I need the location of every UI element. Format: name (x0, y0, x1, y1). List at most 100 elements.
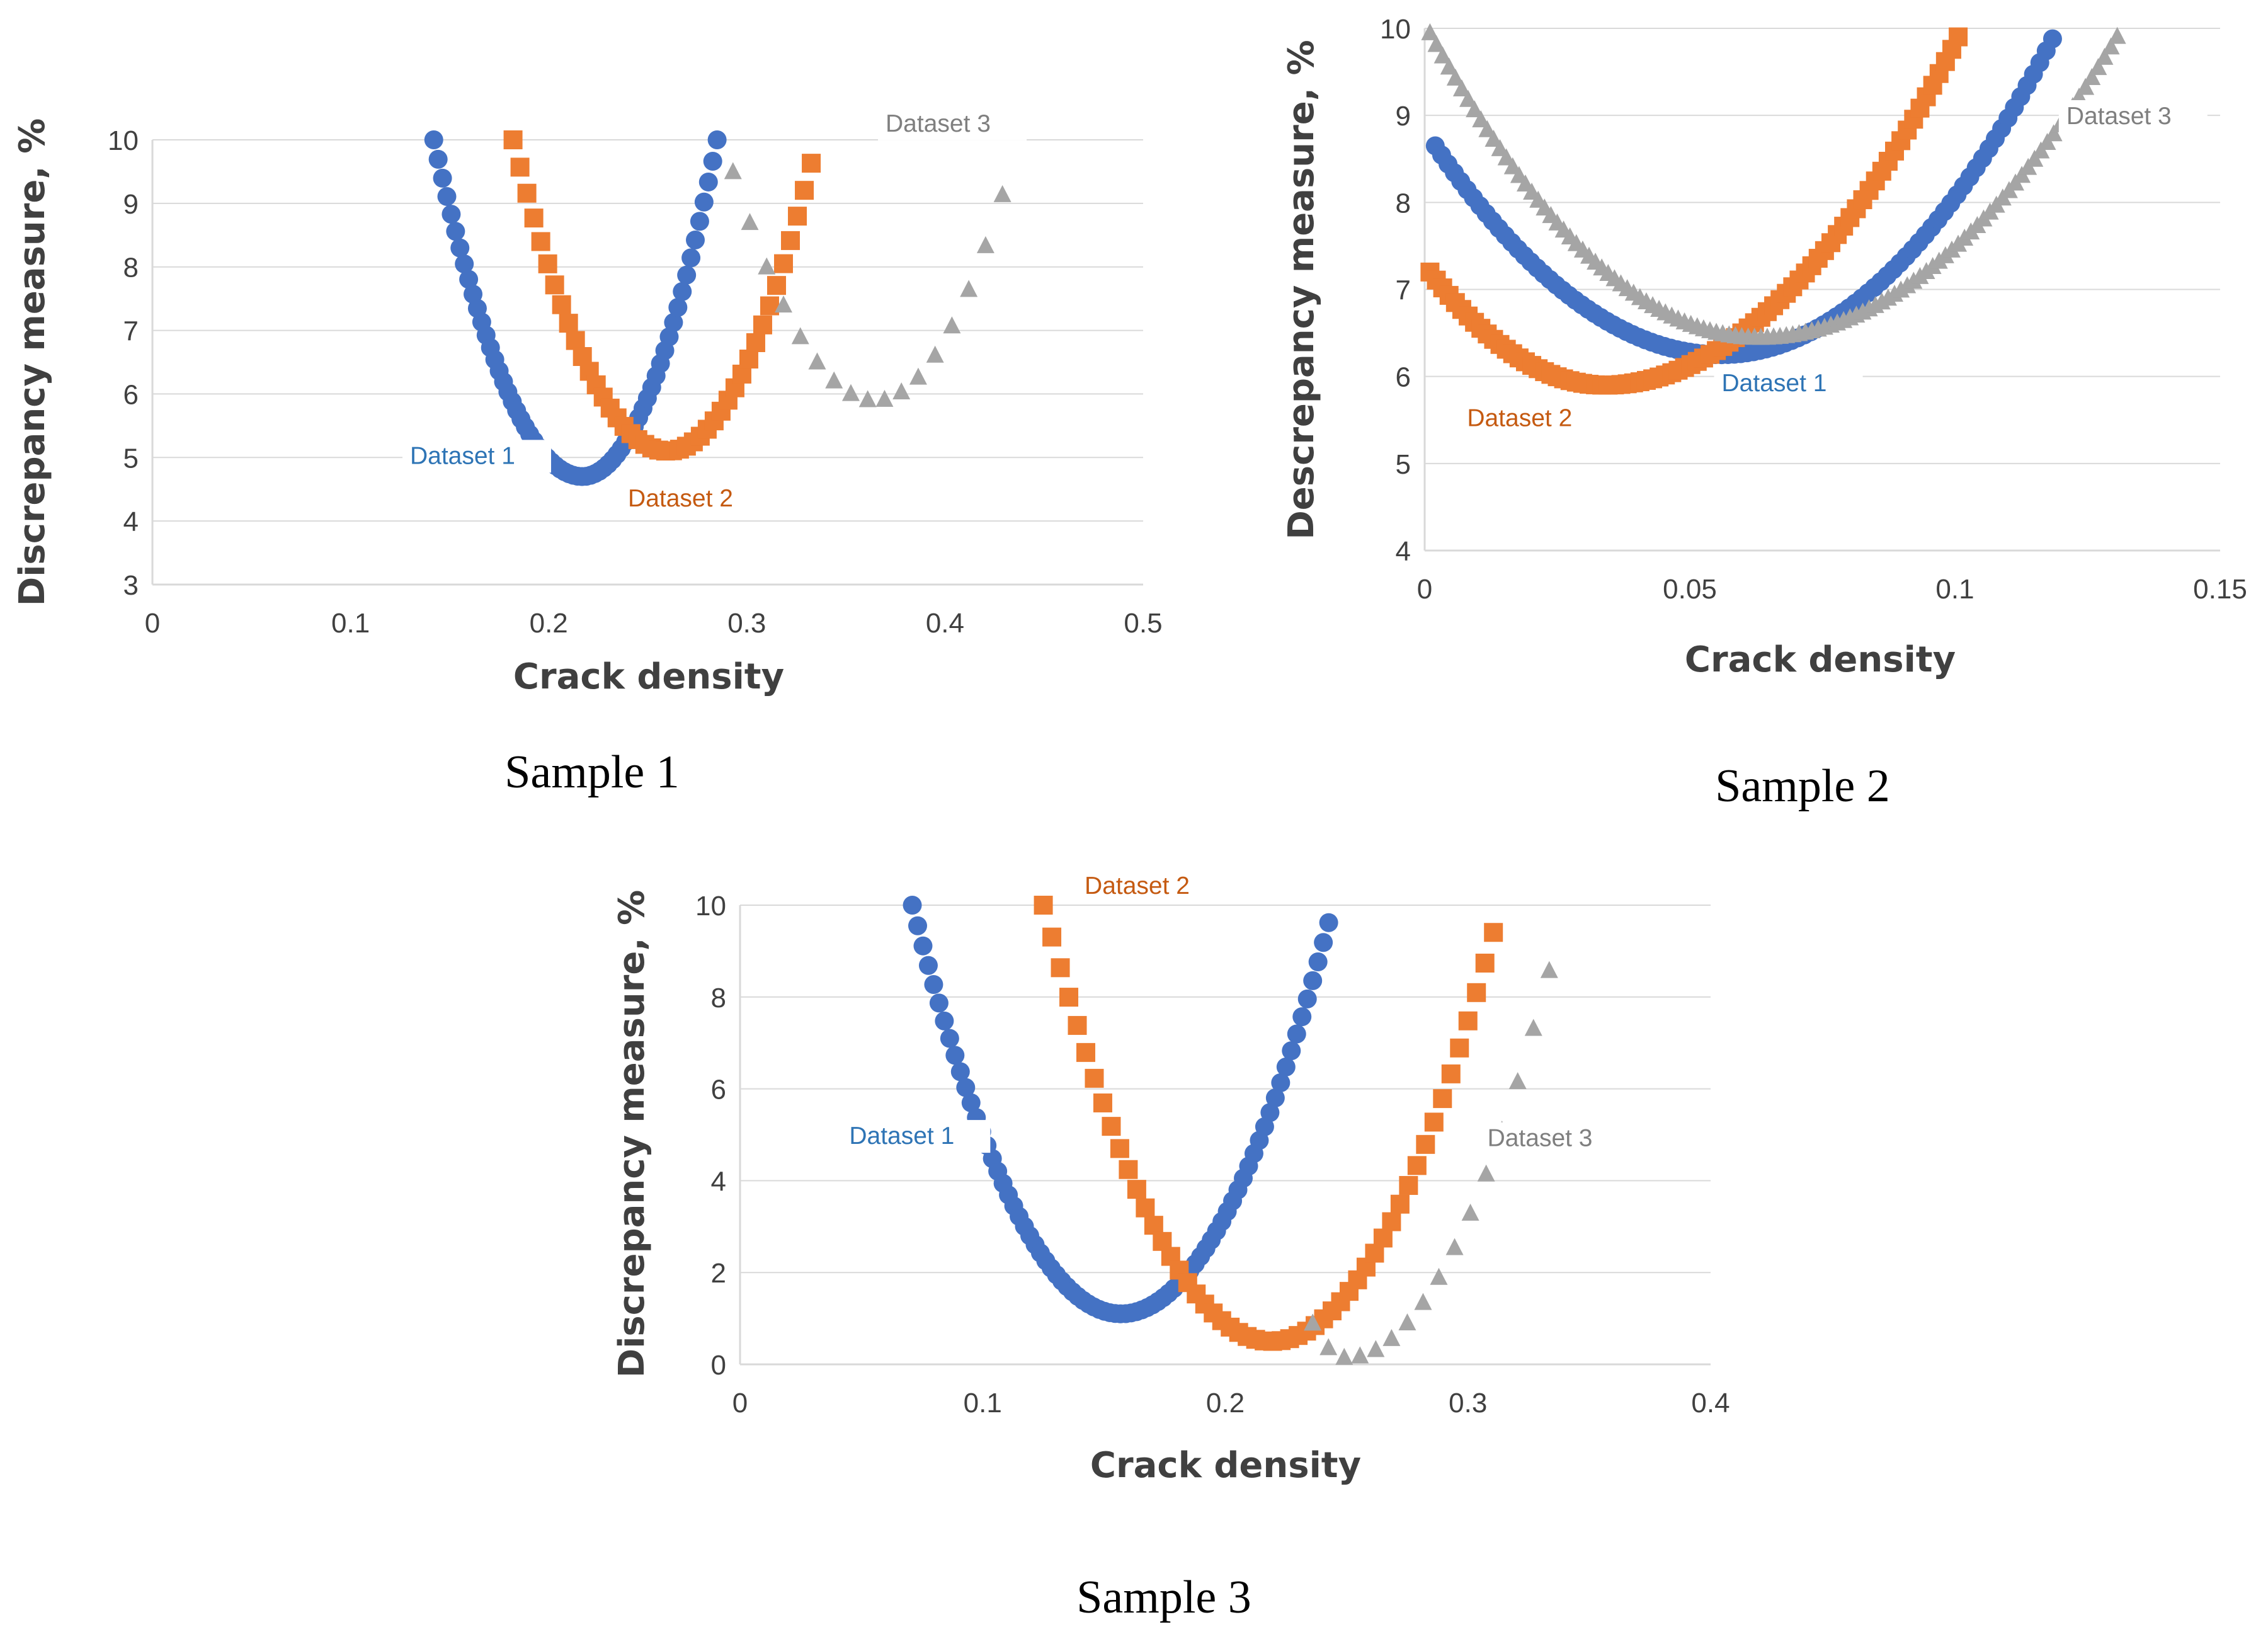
series-label-bg (1077, 869, 1226, 903)
x-tick-label: 0.2 (530, 608, 568, 639)
data-point (775, 295, 793, 313)
x-tick-label: 0.1 (964, 1388, 1002, 1419)
data-point (960, 280, 978, 297)
data-point (1076, 1042, 1095, 1062)
data-point (1282, 1041, 1301, 1061)
data-point (2089, 58, 2107, 76)
data-point (1271, 1073, 1291, 1092)
data-point (2108, 26, 2126, 44)
y-tick-label: 6 (711, 1075, 726, 1105)
y-tick-label: 10 (108, 125, 139, 156)
y-tick-label: 4 (1396, 536, 1411, 567)
data-point (739, 350, 758, 369)
data-point (945, 1046, 965, 1065)
data-point (1440, 57, 1458, 75)
data-point (1367, 1340, 1385, 1357)
y-tick-label: 5 (1396, 449, 1411, 480)
x-tick-label: 0.4 (1691, 1388, 1729, 1419)
data-point (703, 152, 722, 171)
data-point (993, 185, 1011, 202)
data-point (1461, 1203, 1479, 1221)
data-point (746, 333, 765, 352)
x-tick-label: 0.5 (1124, 608, 1162, 639)
data-point (1144, 1216, 1163, 1235)
data-point (464, 284, 483, 304)
data-point (774, 254, 794, 273)
data-point (841, 384, 860, 401)
y-tick-label: 3 (123, 570, 139, 601)
y-tick-label: 6 (123, 379, 139, 410)
data-point (686, 230, 705, 249)
data-point (517, 183, 537, 203)
x-tick-label: 0.1 (331, 608, 370, 639)
y-tick-label: 0 (711, 1350, 726, 1381)
data-point (503, 130, 523, 149)
data-point (1949, 27, 1968, 47)
series-2 (1420, 27, 1968, 395)
data-point (566, 331, 585, 350)
data-point (1297, 989, 1317, 1008)
data-point (1508, 1072, 1527, 1090)
data-point (875, 389, 894, 407)
data-point (961, 1093, 981, 1112)
y-tick-label: 10 (1380, 14, 1411, 45)
y-tick-label: 5 (123, 443, 139, 474)
data-point (1265, 1088, 1285, 1107)
data-point (442, 205, 461, 224)
data-point (681, 248, 701, 268)
data-point (1093, 1093, 1112, 1112)
data-point (1433, 1089, 1452, 1109)
data-point (1308, 952, 1328, 971)
data-point (741, 213, 759, 231)
data-point (758, 257, 776, 275)
data-point (753, 315, 772, 334)
x-tick-label: 0.4 (926, 608, 964, 639)
data-point (659, 327, 679, 346)
x-axis-title: Crack density (1090, 1445, 1361, 1486)
data-point (1424, 1112, 1444, 1132)
series-label-bg (878, 107, 1027, 140)
data-point (664, 312, 683, 332)
series-label-dataset-3: Dataset 3 (886, 110, 991, 137)
data-point (1478, 120, 1496, 137)
series-label-dataset-1: Dataset 1 (849, 1122, 954, 1150)
series-label-dataset-2: Dataset 2 (1467, 404, 1572, 431)
data-point (2032, 141, 2050, 159)
data-point (788, 207, 807, 226)
series-1 (424, 130, 727, 486)
data-point (1382, 1328, 1401, 1346)
data-point (1276, 1057, 1296, 1076)
x-tick-label: 0 (732, 1388, 748, 1419)
data-point (943, 316, 961, 334)
data-point (524, 208, 544, 228)
series-label-dataset-3: Dataset 3 (1488, 1125, 1593, 1152)
chart-sample-2: Sample 2 4 5 6 7 8 9 10 0 0.05 0.1 0.15 Crack densi… (1281, 14, 2247, 812)
y-axis-title: Discrepancy measure, % (612, 890, 652, 1378)
data-point (1398, 1313, 1416, 1330)
x-tick-label: 0 (145, 608, 160, 639)
data-point (1335, 1347, 1353, 1365)
data-point (1127, 1180, 1146, 1199)
data-point (694, 192, 714, 212)
data-point (956, 1078, 976, 1097)
y-tick-label: 8 (711, 983, 726, 1014)
data-point (808, 352, 826, 370)
data-point (1433, 46, 1452, 64)
data-point (1458, 1011, 1478, 1031)
series-label-bg (1479, 1122, 1629, 1155)
data-point (1382, 1212, 1401, 1231)
data-point (940, 1029, 959, 1048)
data-point (455, 254, 474, 273)
data-point (690, 212, 709, 231)
y-tick-label: 9 (1396, 101, 1411, 132)
data-point (1292, 1007, 1312, 1027)
x-tick-label: 0.2 (1206, 1388, 1245, 1419)
data-point (1484, 923, 1503, 942)
data-point (1303, 971, 1323, 990)
data-point (913, 936, 933, 956)
y-axis-title: Discrepancy measure, % (12, 118, 53, 607)
x-tick-label: 0.1 (1935, 574, 1974, 605)
data-point (677, 265, 697, 285)
data-point (559, 314, 578, 333)
